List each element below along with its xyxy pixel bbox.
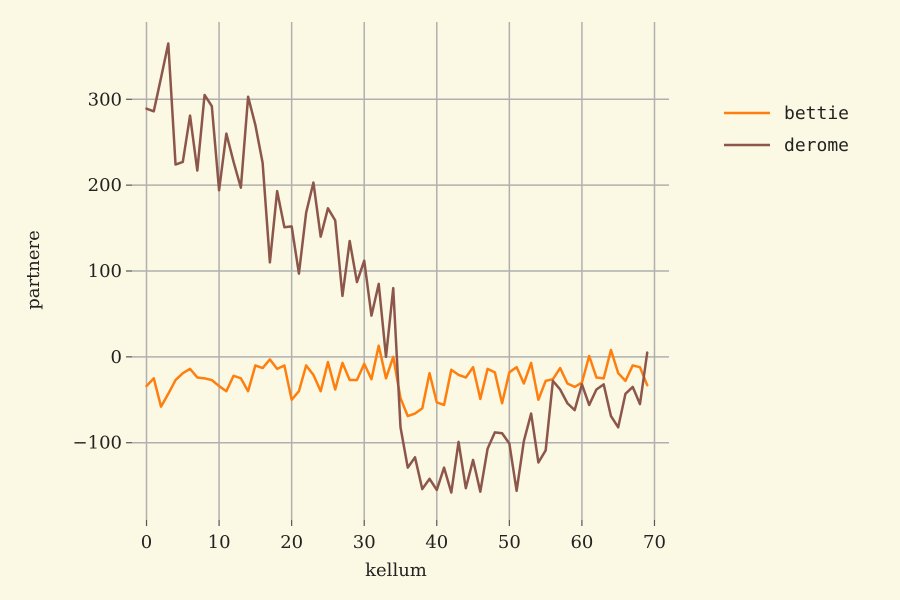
x-tick-label: 40: [425, 532, 448, 553]
legend-label-bettie: bettie: [784, 103, 849, 124]
y-tick-label: 100: [88, 261, 122, 282]
grid: [132, 22, 669, 520]
axis-ticks: 0 10 20 30 40 50 60 70 −100 0 100 200 300: [73, 89, 666, 553]
y-tick-label: 200: [88, 175, 122, 196]
x-axis-label: kellum: [365, 560, 427, 581]
legend: bettie derome: [724, 103, 849, 156]
x-tick-label: 70: [643, 532, 666, 553]
legend-label-derome: derome: [784, 135, 849, 156]
series-line-derome: [145, 42, 649, 494]
y-tick-label: 300: [88, 89, 122, 110]
y-tick-label: −100: [73, 433, 122, 454]
x-tick-label: 50: [498, 532, 521, 553]
series-lines: [145, 42, 649, 494]
x-tick-label: 30: [353, 532, 376, 553]
x-tick-label: 10: [208, 532, 231, 553]
x-tick-label: 60: [570, 532, 593, 553]
y-tick-label: 0: [111, 347, 122, 368]
x-tick-label: 0: [141, 532, 152, 553]
x-tick-label: 20: [280, 532, 303, 553]
y-axis-label: partnere: [23, 230, 44, 310]
